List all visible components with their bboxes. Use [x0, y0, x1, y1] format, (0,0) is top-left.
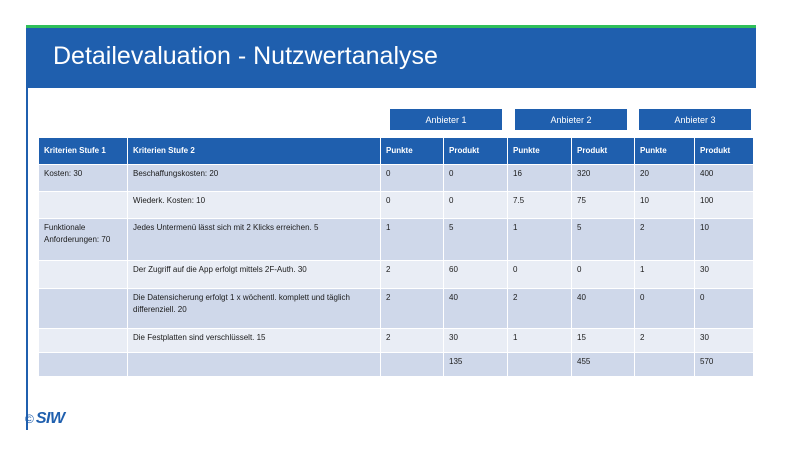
- vendor-header-3: Anbieter 3: [639, 109, 751, 130]
- left-border-line: [26, 88, 28, 430]
- cell-product: 30: [694, 328, 754, 353]
- cell-points: 20: [634, 164, 695, 192]
- cell-points: 7.5: [507, 191, 572, 219]
- cell-criteria-1: [38, 352, 128, 377]
- slide-title: Detailevaluation - Nutzwertanalyse: [53, 42, 438, 70]
- cell-points: 2: [380, 288, 444, 329]
- cell-criteria-1: Funktionale Anforderungen: 70: [38, 218, 128, 261]
- cell-points: [380, 352, 444, 377]
- cell-product: 10: [694, 218, 754, 261]
- cell-points: 0: [634, 288, 695, 329]
- column-header: Produkt: [443, 137, 508, 165]
- evaluation-table: Kriterien Stufe 1 Kriterien Stufe 2 Punk…: [38, 137, 754, 377]
- column-header: Produkt: [571, 137, 635, 165]
- cell-criteria-2: [127, 352, 381, 377]
- cell-points: 16: [507, 164, 572, 192]
- column-header: Produkt: [694, 137, 754, 165]
- title-bar: Detailevaluation - Nutzwertanalyse: [26, 28, 756, 88]
- cell-criteria-1: [38, 191, 128, 219]
- cell-product: 0: [443, 164, 508, 192]
- cell-criteria-1: [38, 260, 128, 289]
- cell-product: 0: [571, 260, 635, 289]
- table-row: Kosten: 30 Beschaffungskosten: 20 0 0 16…: [38, 164, 754, 192]
- cell-points: 2: [380, 260, 444, 289]
- cell-product: 75: [571, 191, 635, 219]
- cell-criteria-1: [38, 288, 128, 329]
- cell-points: 0: [380, 164, 444, 192]
- cell-criteria-2: Beschaffungskosten: 20: [127, 164, 381, 192]
- cell-points: 1: [507, 328, 572, 353]
- cell-criteria-2: Die Datensicherung erfolgt 1 x wöchentl.…: [127, 288, 381, 329]
- cell-criteria-2: Die Festplatten sind verschlüsselt. 15: [127, 328, 381, 353]
- logo-text: SIW: [35, 410, 65, 427]
- cell-criteria-2: Wiederk. Kosten: 10: [127, 191, 381, 219]
- cell-criteria-1: [38, 328, 128, 353]
- table-row: Der Zugriff auf die App erfolgt mittels …: [38, 260, 754, 289]
- column-header: Kriterien Stufe 1: [38, 137, 128, 165]
- vendor-header-1: Anbieter 1: [390, 109, 502, 130]
- table-row-total: 135 455 570: [38, 352, 754, 377]
- cell-points: [507, 352, 572, 377]
- copyright-symbol: ©: [25, 412, 34, 426]
- cell-product: 0: [443, 191, 508, 219]
- vendor-header-2: Anbieter 2: [515, 109, 627, 130]
- cell-product: 100: [694, 191, 754, 219]
- cell-total-product: 570: [694, 352, 754, 377]
- cell-points: 2: [634, 328, 695, 353]
- cell-points: 1: [507, 218, 572, 261]
- company-logo: © SIW: [25, 410, 65, 428]
- table-row: Funktionale Anforderungen: 70 Jedes Unte…: [38, 218, 754, 261]
- cell-product: 60: [443, 260, 508, 289]
- cell-product: 5: [443, 218, 508, 261]
- cell-product: 40: [443, 288, 508, 329]
- table-row: Die Datensicherung erfolgt 1 x wöchentl.…: [38, 288, 754, 329]
- cell-product: 30: [694, 260, 754, 289]
- table-row: Die Festplatten sind verschlüsselt. 15 2…: [38, 328, 754, 353]
- top-accent-line: [26, 25, 756, 28]
- cell-criteria-1: Kosten: 30: [38, 164, 128, 192]
- cell-points: 2: [507, 288, 572, 329]
- cell-points: [634, 352, 695, 377]
- cell-points: 2: [380, 328, 444, 353]
- cell-product: 40: [571, 288, 635, 329]
- table-header-row: Kriterien Stufe 1 Kriterien Stufe 2 Punk…: [38, 137, 754, 165]
- cell-criteria-2: Der Zugriff auf die App erfolgt mittels …: [127, 260, 381, 289]
- column-header: Punkte: [634, 137, 695, 165]
- cell-product: 400: [694, 164, 754, 192]
- cell-product: 0: [694, 288, 754, 329]
- cell-points: 2: [634, 218, 695, 261]
- cell-product: 15: [571, 328, 635, 353]
- cell-points: 0: [380, 191, 444, 219]
- column-header: Punkte: [507, 137, 572, 165]
- cell-points: 10: [634, 191, 695, 219]
- cell-product: 30: [443, 328, 508, 353]
- table-row: Wiederk. Kosten: 10 0 0 7.5 75 10 100: [38, 191, 754, 219]
- cell-product: 5: [571, 218, 635, 261]
- cell-points: 0: [507, 260, 572, 289]
- cell-product: 320: [571, 164, 635, 192]
- cell-total-product: 455: [571, 352, 635, 377]
- cell-criteria-2: Jedes Untermenü lässt sich mit 2 Klicks …: [127, 218, 381, 261]
- cell-points: 1: [634, 260, 695, 289]
- column-header: Kriterien Stufe 2: [127, 137, 381, 165]
- column-header: Punkte: [380, 137, 444, 165]
- cell-total-product: 135: [443, 352, 508, 377]
- cell-points: 1: [380, 218, 444, 261]
